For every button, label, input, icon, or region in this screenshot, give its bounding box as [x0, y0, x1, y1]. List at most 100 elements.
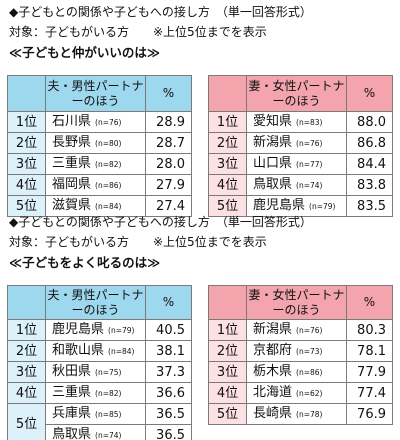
percent-cell: 36.5 [145, 403, 192, 425]
rank-cell: 2位 [7, 132, 46, 154]
rank-cell: 3位 [208, 153, 247, 175]
sample-size: (n=74) [296, 181, 323, 190]
percent-cell: 36.5 [145, 424, 192, 440]
prefecture-name: 和歌山県 [52, 343, 105, 358]
sample-size: (n=76) [296, 139, 323, 148]
prefecture-name: 長崎県 [253, 406, 293, 421]
prefecture-cell: 和歌山県 (n=84) [45, 340, 146, 362]
header-percent: % [145, 75, 192, 112]
prefecture-name: 鹿児島県 [52, 322, 105, 337]
header-wife-label: 妻・女性パートナーのほう [246, 75, 347, 112]
percent-cell: 86.8 [346, 132, 393, 154]
percent-cell: 37.3 [145, 361, 192, 383]
ranking-table-husband: 夫・男性パートナーのほう % 1位 鹿児島県 (n=79) 40.5 2位 和歌山県 (n… [7, 285, 192, 440]
table-row: 1位 鹿児島県 (n=79) 40.5 [7, 319, 192, 341]
percent-cell: 83.8 [346, 174, 393, 196]
percent-cell: 77.4 [346, 382, 393, 404]
sample-size: (n=86) [296, 368, 323, 377]
percent-cell: 27.4 [145, 195, 192, 217]
prefecture-cell: 鳥取県 (n=74) [45, 424, 146, 440]
ranking-table-wife: 妻・女性パートナーのほう % 1位 愛知県 (n=83) 88.0 2位 新潟県 (n=7… [208, 75, 393, 217]
percent-cell: 76.9 [346, 403, 393, 425]
percent-cell: 40.5 [145, 319, 192, 341]
section-subtitle: ≪子どもと仲がいいのは≫ [9, 45, 160, 60]
rank-cell: 3位 [208, 361, 247, 383]
sample-size: (n=83) [296, 118, 323, 127]
section-subtitle: ≪子どもをよく叱るのは≫ [9, 255, 161, 270]
table-row: 4位 鳥取県 (n=74) 83.8 [208, 174, 393, 196]
table-row: 2位 新潟県 (n=76) 86.8 [208, 132, 393, 154]
header-husband-label: 夫・男性パートナーのほう [45, 75, 146, 112]
sample-size: (n=73) [296, 347, 323, 356]
prefecture-name: 兵庫県 [52, 406, 92, 421]
percent-cell: 84.4 [346, 153, 393, 175]
prefecture-cell: 鹿児島県 (n=79) [45, 319, 146, 341]
percent-cell: 27.9 [145, 174, 192, 196]
table-row: 5位 滋賀県 (n=84) 27.4 [7, 195, 192, 217]
sample-size: (n=85) [95, 410, 122, 419]
prefecture-cell: 栃木県 (n=86) [246, 361, 347, 383]
sample-size: (n=79) [108, 326, 135, 335]
header-percent: % [346, 285, 393, 320]
prefecture-cell: 北海道 (n=62) [246, 382, 347, 404]
table-header-row: 夫・男性パートナーのほう % [7, 285, 192, 320]
table-row: 4位 三重県 (n=82) 36.6 [7, 382, 192, 404]
sample-size: (n=75) [95, 368, 122, 377]
prefecture-name: 福岡県 [52, 177, 92, 192]
table-row: 5位 長崎県 (n=78) 76.9 [208, 403, 393, 425]
rank-cell: 3位 [7, 153, 46, 175]
percent-cell: 28.9 [145, 111, 192, 133]
prefecture-cell: 新潟県 (n=76) [246, 132, 347, 154]
table-header-row: 妻・女性パートナーのほう % [208, 285, 393, 320]
ranking-table-husband: 夫・男性パートナーのほう % 1位 石川県 (n=76) 28.9 2位 長野県 (n=8… [7, 75, 192, 217]
section-heading: ◆子どもとの関係や子どもへの接し方 （単一回答形式） [9, 5, 312, 19]
table-row: 3位 秋田県 (n=75) 37.3 [7, 361, 192, 383]
rank-cell: 2位 [208, 132, 247, 154]
prefecture-cell: 山口県 (n=77) [246, 153, 347, 175]
rank-cell: 1位 [208, 319, 247, 341]
percent-cell: 77.9 [346, 361, 393, 383]
prefecture-name: 新潟県 [253, 135, 293, 150]
table-row: 5位 兵庫県 (n=85) 36.5 [7, 403, 192, 440]
rank-cell: 1位 [7, 319, 46, 341]
table-row: 3位 三重県 (n=82) 28.0 [7, 153, 192, 175]
header-empty-cell [208, 285, 247, 320]
prefecture-cell: 三重県 (n=82) [45, 382, 146, 404]
table-row: 4位 北海道 (n=62) 77.4 [208, 382, 393, 404]
table-row: 1位 愛知県 (n=83) 88.0 [208, 111, 393, 133]
header-wife-label: 妻・女性パートナーのほう [246, 285, 347, 320]
header-husband-label: 夫・男性パートナーのほう [45, 285, 146, 320]
prefecture-cell: 三重県 (n=82) [45, 153, 146, 175]
prefecture-name: 鳥取県 [52, 427, 92, 440]
sample-size: (n=84) [108, 347, 135, 356]
rank-cell: 5位 [7, 195, 46, 217]
prefecture-name: 三重県 [52, 385, 92, 400]
table-row: 2位 和歌山県 (n=84) 38.1 [7, 340, 192, 362]
rank-cell: 4位 [7, 382, 46, 404]
percent-cell: 83.5 [346, 195, 393, 217]
prefecture-cell: 福岡県 (n=86) [45, 174, 146, 196]
rank-cell: 5位 [208, 403, 247, 425]
rank-cell: 4位 [208, 382, 247, 404]
percent-cell: 88.0 [346, 111, 393, 133]
prefecture-cell: 秋田県 (n=75) [45, 361, 146, 383]
sample-size: (n=62) [296, 389, 323, 398]
header-empty-cell [7, 75, 46, 112]
rank-cell: 1位 [208, 111, 247, 133]
percent-cell: 78.1 [346, 340, 393, 362]
header-empty-cell [7, 285, 46, 320]
prefecture-name: 鳥取県 [253, 177, 293, 192]
section-close-with-children: ◆子どもとの関係や子どもへの接し方 （単一回答形式） 対象：子どもがいる方 ※上… [0, 0, 400, 217]
prefecture-name: 秋田県 [52, 364, 92, 379]
prefecture-cell: 長野県 (n=80) [45, 132, 146, 154]
section-target-note: 対象：子どもがいる方 ※上位5位までを表示 [9, 25, 267, 39]
rank-cell: 2位 [7, 340, 46, 362]
prefecture-name: 新潟県 [253, 322, 293, 337]
rank-cell: 3位 [7, 361, 46, 383]
prefecture-name: 北海道 [253, 385, 293, 400]
ranking-table-wife: 妻・女性パートナーのほう % 1位 新潟県 (n=76) 80.3 2位 京都府 (n=7… [208, 285, 393, 425]
rank-cell: 1位 [7, 111, 46, 133]
header-percent: % [346, 75, 393, 112]
prefecture-name: 石川県 [52, 114, 92, 129]
section-scold-children: ◆子どもとの関係や子どもへの接し方 （単一回答形式） 対象：子どもがいる方 ※上… [0, 212, 400, 440]
